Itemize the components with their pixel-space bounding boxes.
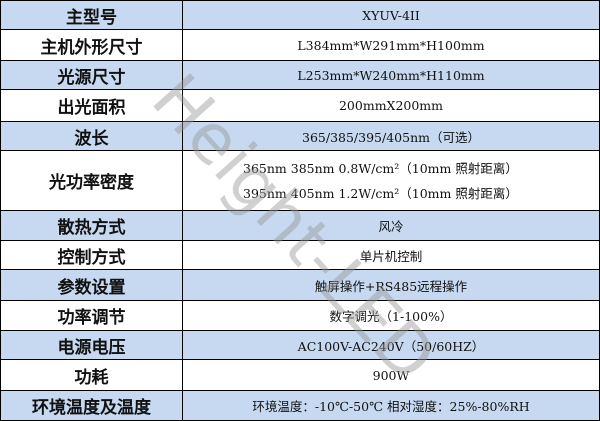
table-row: 主机外形尺寸 L384mm*W291mm*H100mm: [0, 29, 600, 61]
table-row: 功率调节 数字调光（1-100%）: [0, 300, 600, 331]
row-value: 单片机控制: [182, 240, 600, 270]
table-row: 功耗 900W: [0, 359, 600, 391]
row-label: 主机外形尺寸: [0, 29, 183, 61]
row-value: 数字调光（1-100%）: [182, 300, 600, 331]
row-label: 功率调节: [0, 300, 183, 331]
row-label: 主型号: [0, 0, 183, 30]
row-label: 散热方式: [0, 210, 183, 241]
row-label: 控制方式: [0, 240, 183, 270]
table-row: 主型号 XYUV-4II: [0, 0, 600, 30]
table-row: 参数设置 触屏操作+RS485远程操作: [0, 269, 600, 301]
row-label: 光源尺寸: [0, 60, 183, 90]
table-row: 环境温度及温度 环境温度：-10℃-50℃ 相对湿度：25%-80%RH: [0, 390, 600, 421]
row-value: 风冷: [182, 210, 600, 241]
row-value: 900W: [182, 359, 600, 391]
row-value: L384mm*W291mm*H100mm: [182, 29, 600, 61]
row-value: 触屏操作+RS485远程操作: [182, 269, 600, 301]
table-row: 出光面积 200mmX200mm: [0, 89, 600, 122]
row-label: 环境温度及温度: [0, 390, 183, 421]
row-value: 365/385/395/405nm（可选）: [182, 121, 600, 151]
row-label: 参数设置: [0, 269, 183, 301]
row-value: AC100V-AC240V（50/60HZ）: [182, 330, 600, 360]
row-label: 出光面积: [0, 89, 183, 122]
table-row: 光功率密度 365nm 385nm 0.8W/cm²（10mm 照射距离） 395n…: [0, 150, 600, 211]
row-value: 200mmX200mm: [182, 89, 600, 122]
value-line: 395nm 405nm 1.2W/cm²（10mm 照射距离）: [243, 185, 518, 201]
table-row: 光源尺寸 L253mm*W240mm*H110mm: [0, 60, 600, 90]
row-value: 365nm 385nm 0.8W/cm²（10mm 照射距离） 395nm 405…: [182, 150, 600, 211]
table-row: 控制方式 单片机控制: [0, 240, 600, 270]
row-label: 光功率密度: [0, 150, 183, 211]
value-line: 365nm 385nm 0.8W/cm²（10mm 照射距离）: [243, 160, 518, 176]
row-label: 功耗: [0, 359, 183, 391]
table-row: 波长 365/385/395/405nm（可选）: [0, 121, 600, 151]
row-label: 波长: [0, 121, 183, 151]
row-value: XYUV-4II: [182, 0, 600, 30]
row-value: 环境温度：-10℃-50℃ 相对湿度：25%-80%RH: [182, 390, 600, 421]
table-row: 电源电压 AC100V-AC240V（50/60HZ）: [0, 330, 600, 360]
row-label: 电源电压: [0, 330, 183, 360]
table-row: 散热方式 风冷: [0, 210, 600, 241]
row-value: L253mm*W240mm*H110mm: [182, 60, 600, 90]
